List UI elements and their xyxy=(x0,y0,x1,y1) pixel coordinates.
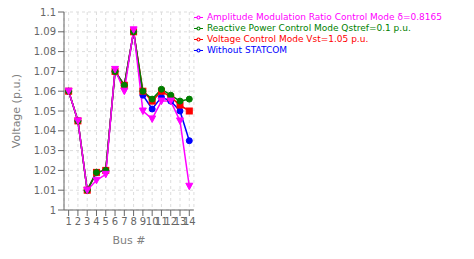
svg-text:7: 7 xyxy=(121,216,127,227)
svg-text:1: 1 xyxy=(65,216,71,227)
svg-text:6: 6 xyxy=(112,216,118,227)
svg-text:1.08: 1.08 xyxy=(34,46,56,57)
svg-text:1: 1 xyxy=(50,205,56,216)
svg-text:3: 3 xyxy=(84,216,90,227)
svg-text:Bus #: Bus # xyxy=(112,234,145,247)
svg-text:4: 4 xyxy=(93,216,99,227)
svg-text:1.07: 1.07 xyxy=(34,66,56,77)
svg-text:1.09: 1.09 xyxy=(34,26,56,37)
svg-text:1.05: 1.05 xyxy=(34,106,56,117)
svg-text:5: 5 xyxy=(103,216,109,227)
svg-text:2: 2 xyxy=(75,216,81,227)
svg-text:Voltage (p.u.): Voltage (p.u.) xyxy=(10,74,23,148)
svg-text:14: 14 xyxy=(183,216,196,227)
svg-text:1.03: 1.03 xyxy=(34,145,56,156)
svg-text:1.01: 1.01 xyxy=(34,185,56,196)
svg-text:1.06: 1.06 xyxy=(34,86,56,97)
svg-text:8: 8 xyxy=(130,216,136,227)
svg-text:1.02: 1.02 xyxy=(34,165,56,176)
svg-text:1.04: 1.04 xyxy=(34,125,56,136)
svg-text:1.1: 1.1 xyxy=(40,8,56,18)
